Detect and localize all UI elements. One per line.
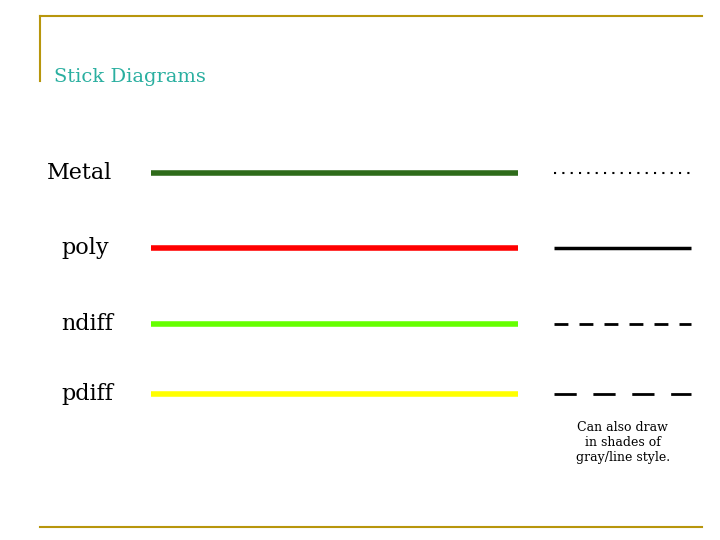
- Text: poly: poly: [61, 238, 109, 259]
- Text: ndiff: ndiff: [61, 313, 113, 335]
- Text: Can also draw
in shades of
gray/line style.: Can also draw in shades of gray/line sty…: [576, 421, 670, 464]
- Text: Stick Diagrams: Stick Diagrams: [54, 68, 206, 85]
- Text: pdiff: pdiff: [61, 383, 113, 405]
- Text: Metal: Metal: [47, 162, 112, 184]
